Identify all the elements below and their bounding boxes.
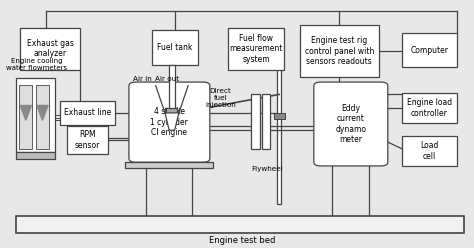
Polygon shape — [165, 113, 179, 130]
Bar — [36, 85, 49, 149]
Bar — [228, 28, 284, 70]
Bar — [66, 126, 108, 154]
Text: Load
cell: Load cell — [420, 141, 438, 161]
FancyBboxPatch shape — [314, 82, 388, 166]
Text: 4 stroke
1 cylinder
CI engine: 4 stroke 1 cylinder CI engine — [150, 107, 188, 137]
Text: Fuel flow
measurement
system: Fuel flow measurement system — [229, 34, 283, 64]
Bar — [251, 94, 260, 149]
Text: Fuel tank: Fuel tank — [157, 43, 193, 52]
Text: Computer: Computer — [410, 46, 448, 55]
Text: Air in: Air in — [133, 76, 152, 82]
Bar — [401, 136, 457, 166]
Text: Eddy
current
dynamo
meter: Eddy current dynamo meter — [335, 104, 366, 144]
Bar — [401, 93, 457, 123]
Bar — [19, 85, 32, 149]
Text: Direct
fuel
injection: Direct fuel injection — [205, 88, 236, 108]
Bar — [16, 78, 55, 152]
Text: Exhaust gas
analyzer: Exhaust gas analyzer — [27, 39, 74, 59]
Text: Engine load
controller: Engine load controller — [407, 98, 452, 118]
Bar — [166, 108, 177, 113]
Bar — [16, 217, 464, 233]
Bar — [401, 33, 457, 67]
Bar — [60, 101, 115, 125]
Text: Flywheel: Flywheel — [252, 166, 283, 172]
Text: Engine cooling
water flowmeters: Engine cooling water flowmeters — [6, 58, 67, 71]
Text: RPM
sensor: RPM sensor — [74, 130, 100, 150]
FancyBboxPatch shape — [129, 82, 210, 162]
Text: Engine test bed: Engine test bed — [209, 236, 275, 245]
Text: Exhaust line: Exhaust line — [64, 108, 111, 117]
Bar — [152, 30, 198, 65]
Bar — [273, 113, 285, 119]
Bar — [300, 25, 379, 77]
Bar — [16, 152, 55, 158]
Bar — [20, 28, 81, 70]
Bar — [126, 162, 213, 168]
Text: Engine test rig
control panel with
sensors readouts: Engine test rig control panel with senso… — [305, 36, 374, 66]
Text: Air out: Air out — [155, 76, 179, 82]
Polygon shape — [37, 105, 48, 120]
Polygon shape — [20, 105, 31, 120]
Bar — [169, 65, 175, 109]
Bar — [262, 94, 270, 149]
Bar — [277, 65, 282, 204]
